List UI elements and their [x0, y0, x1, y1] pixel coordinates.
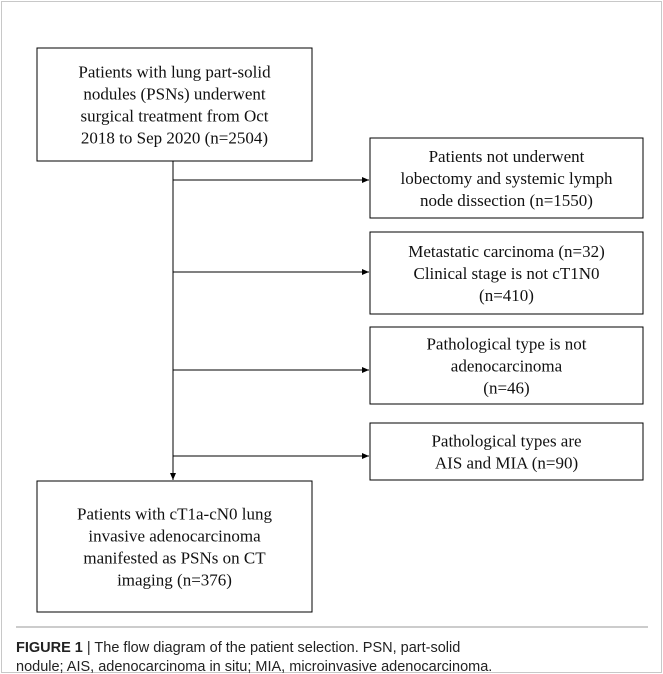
node-label: invasive adenocarcinoma	[88, 527, 261, 546]
node-label: Pathological types are	[431, 432, 581, 451]
node-label: lobectomy and systemic lymph	[401, 169, 613, 188]
caption-text: | The flow diagram of the patient select…	[87, 640, 460, 656]
caption-text: nodule; AIS, adenocarcinoma in situ; MIA…	[16, 659, 492, 674]
node-label: nodules (PSNs) underwent	[83, 85, 266, 104]
node-label: adenocarcinoma	[451, 357, 563, 376]
node-label: Pathological type is not	[426, 335, 586, 354]
node-label: Clinical stage is not cT1N0	[413, 264, 599, 283]
node-label: Patients with cT1a-cN0 lung	[77, 505, 272, 524]
node-label: 2018 to Sep 2020 (n=2504)	[81, 129, 268, 148]
node-label: imaging (n=376)	[117, 571, 232, 590]
caption-label: FIGURE 1	[16, 640, 83, 656]
node-box	[36, 47, 313, 162]
node-box	[369, 326, 644, 405]
node-label: (n=410)	[479, 286, 534, 305]
node-label: manifested as PSNs on CT	[83, 549, 266, 568]
node-box	[369, 422, 644, 481]
node-box	[36, 480, 313, 613]
caption-line: FIGURE 1 | The flow diagram of the patien…	[16, 640, 460, 656]
node-label: Patients with lung part-solid	[78, 63, 271, 82]
node-label: surgical treatment from Oct	[80, 107, 268, 126]
node-label: node dissection (n=1550)	[420, 191, 593, 210]
node-box	[369, 137, 644, 219]
node-label: Patients not underwent	[429, 147, 585, 166]
node-box	[369, 231, 644, 315]
node-label: (n=46)	[483, 379, 529, 398]
node-label: Metastatic carcinoma (n=32)	[408, 242, 605, 261]
node-label: AIS and MIA (n=90)	[435, 454, 578, 473]
